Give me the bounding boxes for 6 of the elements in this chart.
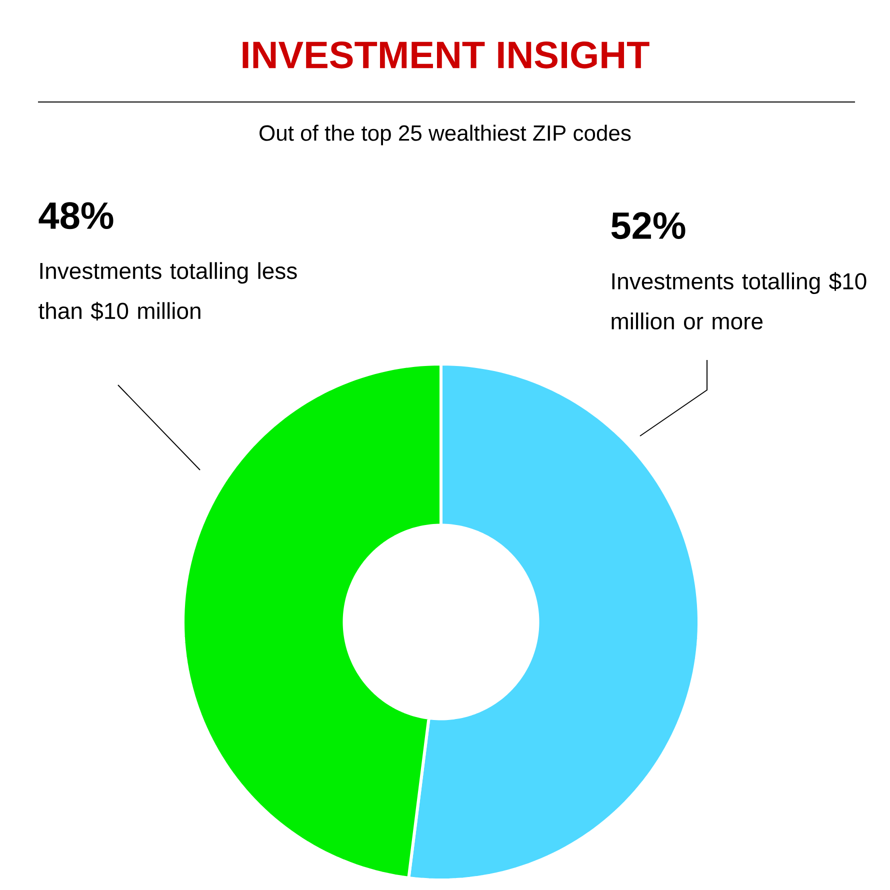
chart-subtitle: Out of the top 25 wealthiest ZIP codes (260, 124, 631, 146)
chart-title: INVESTMENT INSIGHT (242, 42, 650, 68)
data-label: 48% (38, 202, 114, 230)
slice-label: Investments totalling less than $10 million (38, 262, 297, 320)
data-label: 52% (611, 212, 686, 240)
slice-label: Investments totalling $10 million or more (612, 272, 866, 330)
